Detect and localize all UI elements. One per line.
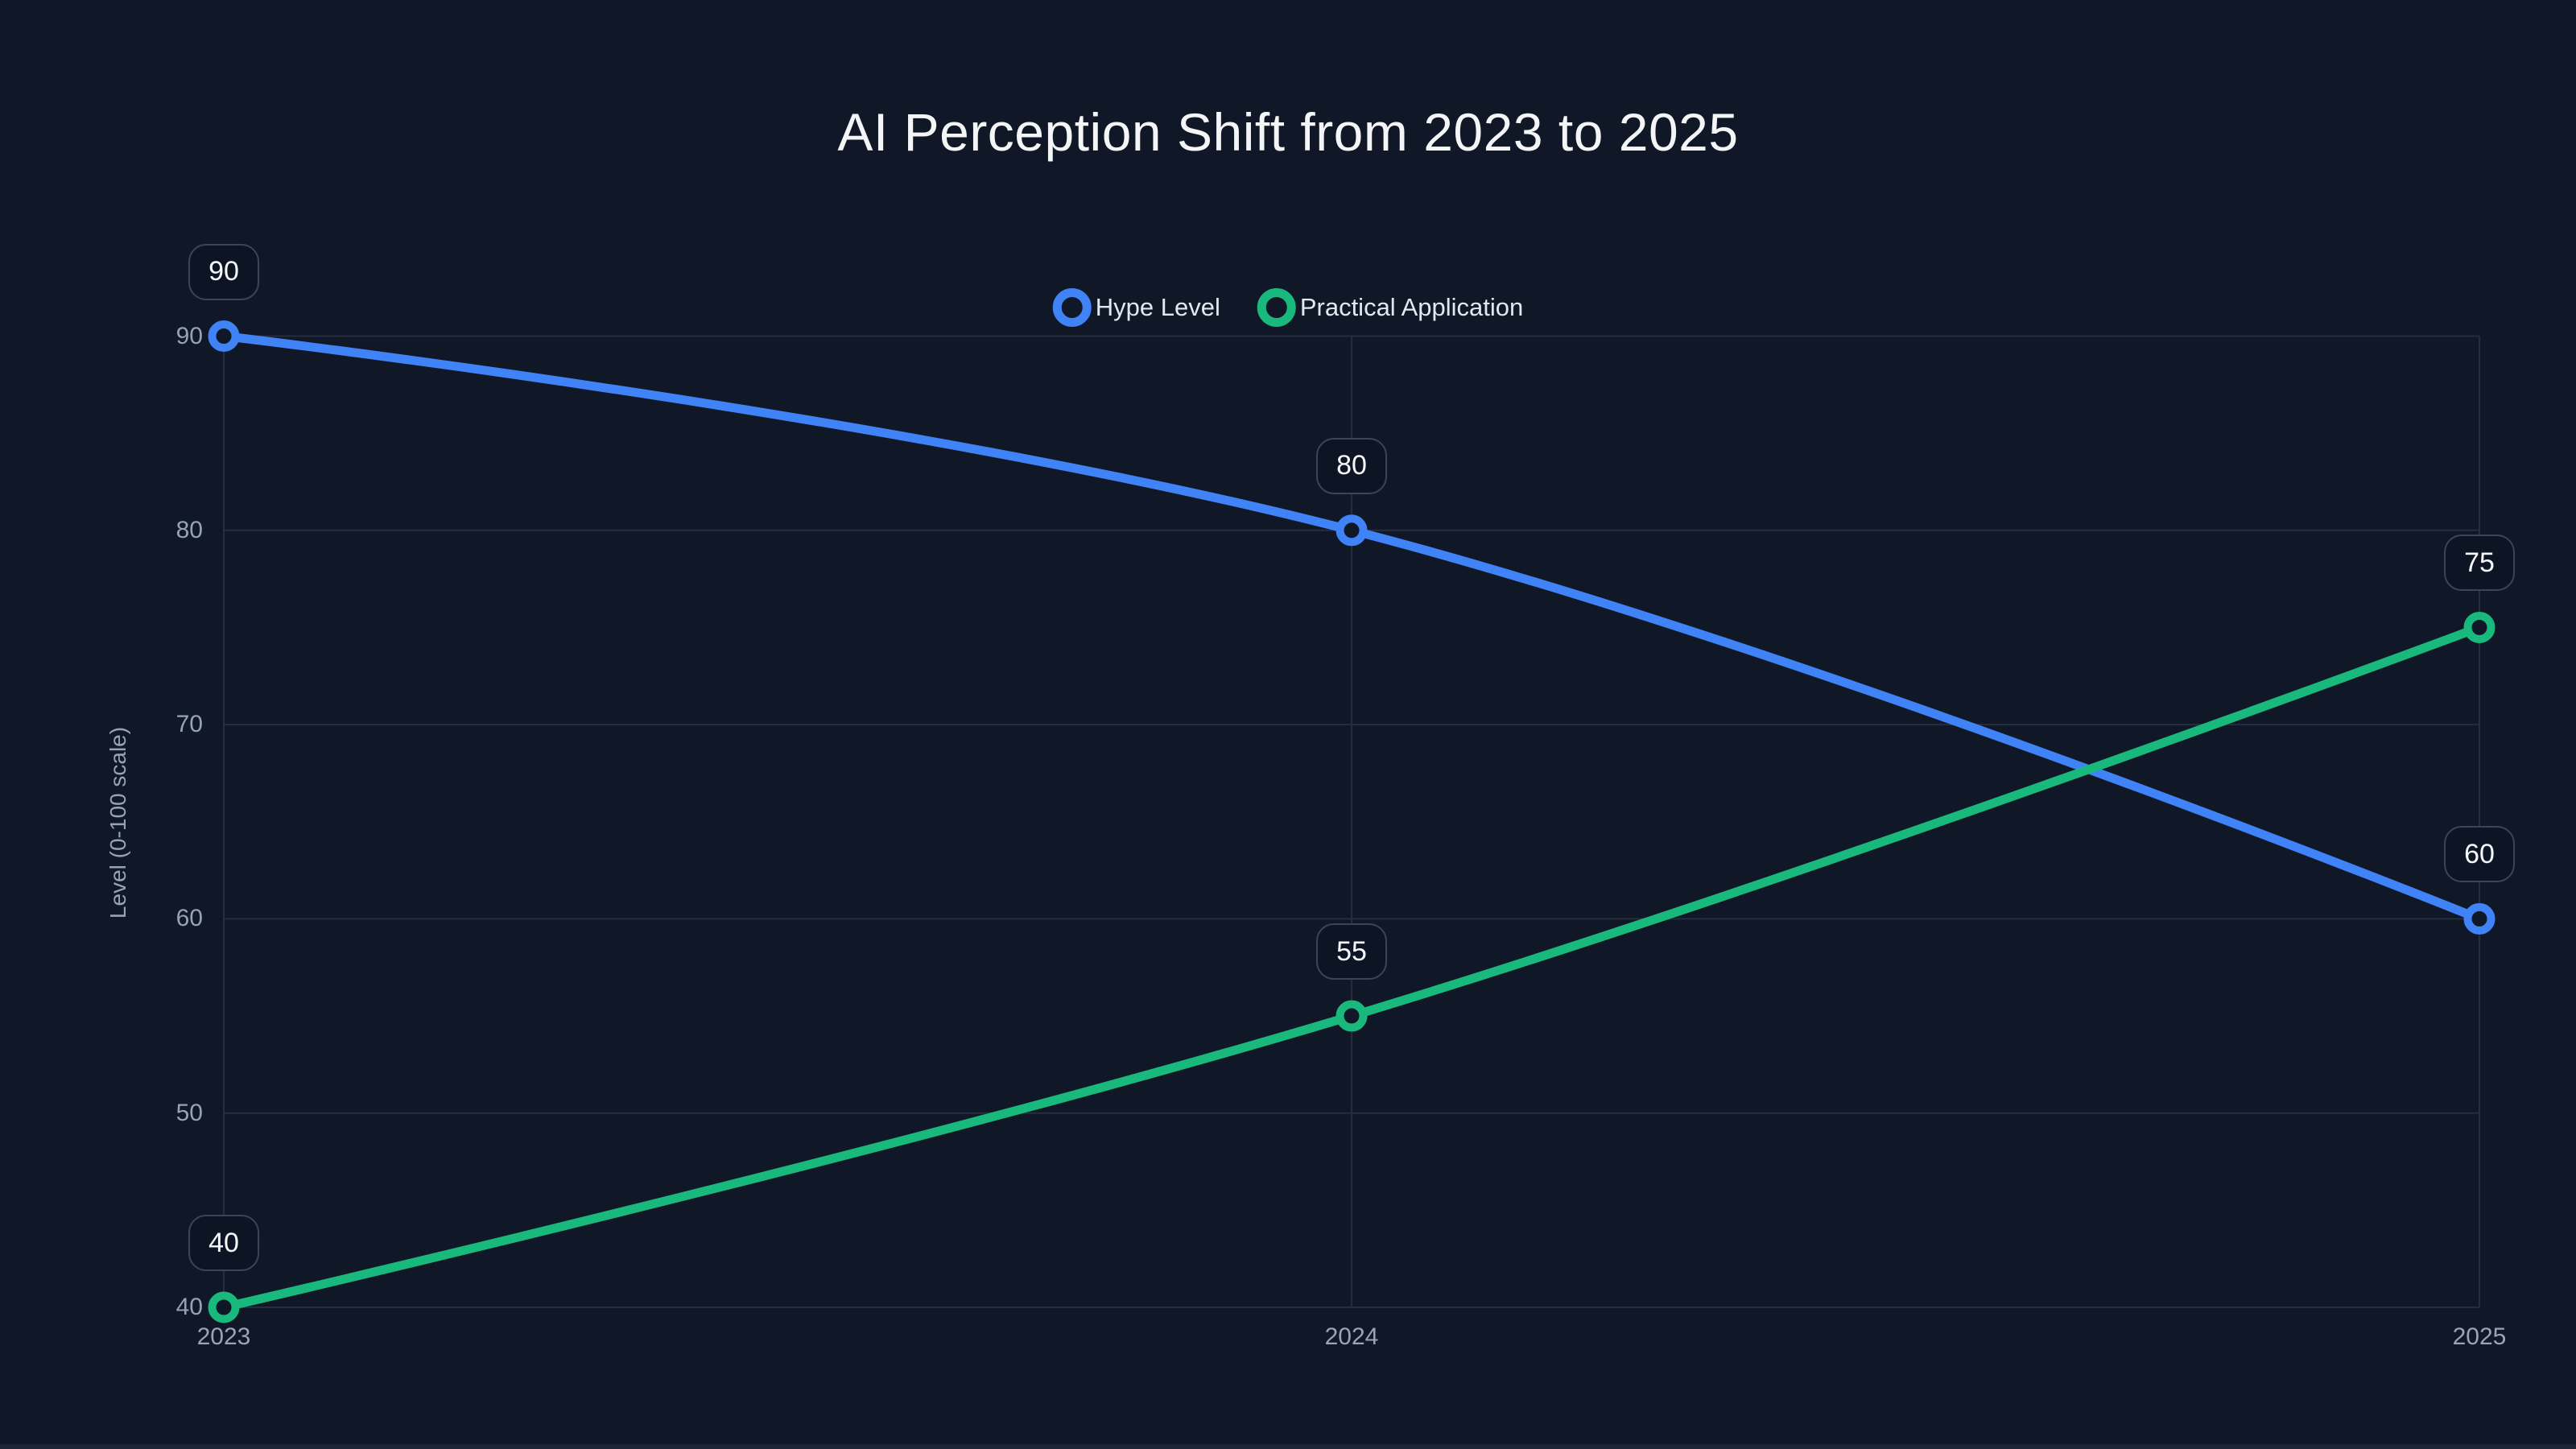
data-point-practical-application-2025[interactable] bbox=[2463, 611, 2496, 643]
point-badge-hype-level-2023: 90 bbox=[188, 243, 259, 300]
legend: Hype Level Practical Application bbox=[1052, 288, 1523, 327]
legend-item-label: Practical Application bbox=[1299, 293, 1524, 321]
footer-strip bbox=[0, 1444, 2576, 1449]
y-tick-label-50: 50 bbox=[175, 1099, 203, 1126]
legend-item-practical-application[interactable]: Practical Application bbox=[1257, 288, 1523, 327]
y-tick-label-80: 80 bbox=[175, 516, 203, 543]
x-tick-label-2024: 2024 bbox=[1324, 1323, 1379, 1350]
point-badge-hype-level-2024: 80 bbox=[1316, 437, 1387, 494]
y-tick-label-60: 60 bbox=[175, 905, 203, 932]
data-point-hype-level-2023[interactable] bbox=[208, 320, 240, 352]
point-badge-practical-application-2023: 40 bbox=[188, 1215, 259, 1271]
point-badge-practical-application-2024: 55 bbox=[1316, 923, 1387, 980]
legend-item-hype-level[interactable]: Hype Level bbox=[1052, 288, 1220, 327]
chart-title: AI Perception Shift from 2023 to 2025 bbox=[837, 102, 1739, 162]
y-tick-label-90: 90 bbox=[175, 322, 203, 349]
ring-icon bbox=[1052, 288, 1092, 327]
y-tick-label-70: 70 bbox=[175, 711, 203, 738]
x-tick-label-2023: 2023 bbox=[196, 1323, 251, 1350]
y-tick-label-40: 40 bbox=[175, 1294, 203, 1320]
legend-item-label: Hype Level bbox=[1095, 293, 1220, 321]
point-badge-practical-application-2025: 75 bbox=[2444, 535, 2515, 592]
ring-icon bbox=[1257, 288, 1296, 327]
point-badge-hype-level-2025: 60 bbox=[2444, 826, 2515, 883]
data-point-hype-level-2024[interactable] bbox=[1335, 514, 1368, 547]
data-point-hype-level-2025[interactable] bbox=[2463, 902, 2496, 935]
x-tick-label-2025: 2025 bbox=[2452, 1323, 2507, 1350]
data-point-practical-application-2024[interactable] bbox=[1335, 1000, 1368, 1032]
data-point-practical-application-2023[interactable] bbox=[208, 1291, 240, 1323]
